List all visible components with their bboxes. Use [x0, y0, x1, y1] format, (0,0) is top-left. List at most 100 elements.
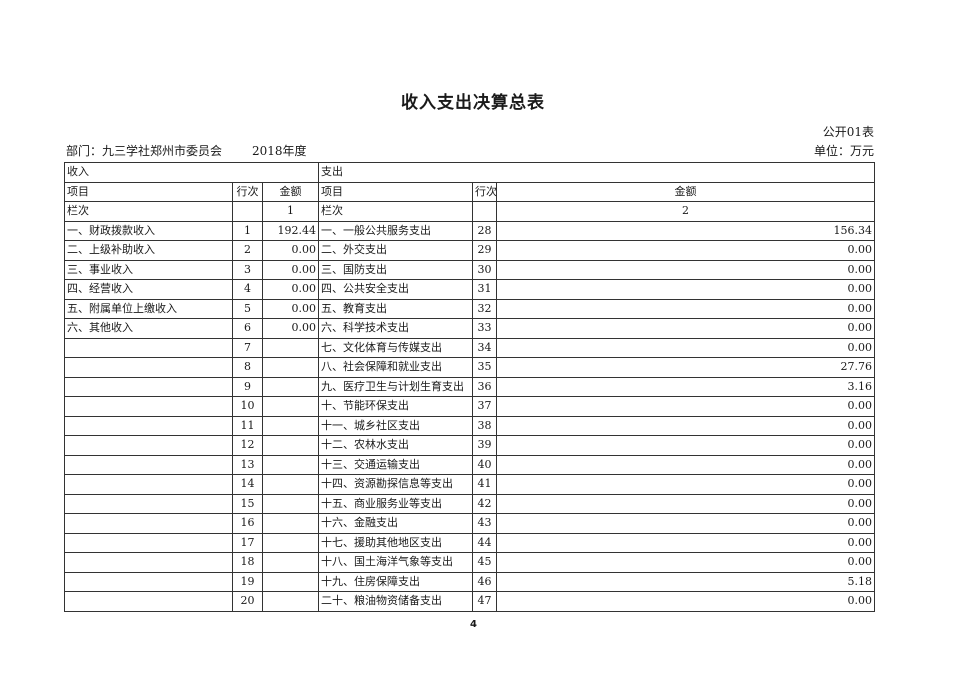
expense-item: 二十、粮油物资储备支出: [318, 591, 473, 612]
expense-item: 十、节能环保支出: [318, 396, 473, 417]
table-row: 18 十八、国土海洋气象等支出 45 0.00: [64, 552, 875, 573]
expense-row-no: 34: [472, 337, 497, 358]
income-amount: [262, 474, 319, 495]
expense-row-no: 33: [472, 318, 497, 339]
table-row: 17 十七、援助其他地区支出 44 0.00: [64, 532, 875, 553]
expense-item: 七、文化体育与传媒支出: [318, 337, 473, 358]
income-row-no: 6: [232, 318, 263, 339]
expense-amount-header: 金额: [496, 181, 875, 202]
expense-item: 十九、住房保障支出: [318, 571, 473, 592]
page-title: 收入支出决算总表: [401, 93, 545, 113]
income-item: [64, 493, 233, 514]
income-amount: 0.00: [262, 318, 319, 339]
table-row: 二、上级补助收入 2 0.00 二、外交支出 29 0.00: [64, 240, 875, 261]
empty-cell: [472, 201, 497, 222]
income-row-no: 12: [232, 435, 263, 456]
table-row: 13 十三、交通运输支出 40 0.00: [64, 454, 875, 475]
expense-row-no: 36: [472, 376, 497, 397]
expense-item: 十七、援助其他地区支出: [318, 532, 473, 553]
income-row-no: 5: [232, 298, 263, 319]
expense-item: 四、公共安全支出: [318, 279, 473, 300]
expense-amount: 0.00: [496, 240, 875, 261]
income-item: 六、其他收入: [64, 318, 233, 339]
income-item: 四、经营收入: [64, 279, 233, 300]
expense-row-no: 35: [472, 357, 497, 378]
income-amount: [262, 513, 319, 534]
income-amount: [262, 454, 319, 475]
income-column-label: 栏次: [64, 201, 233, 222]
income-item: [64, 532, 233, 553]
income-item: [64, 337, 233, 358]
income-amount: 0.00: [262, 298, 319, 319]
expense-amount: 0.00: [496, 493, 875, 514]
fiscal-year: 2018年度: [252, 144, 307, 158]
income-row-no: 4: [232, 279, 263, 300]
income-row-no: 3: [232, 259, 263, 280]
expense-row-no: 44: [472, 532, 497, 553]
expense-amount: 27.76: [496, 357, 875, 378]
expense-amount: 3.16: [496, 376, 875, 397]
unit-label: 单位：万元: [813, 144, 874, 158]
expense-header: 支出: [318, 162, 875, 183]
expense-row-no: 30: [472, 259, 497, 280]
expense-item: 三、国防支出: [318, 259, 473, 280]
table-row: 一、财政拨款收入 1 192.44 一、一般公共服务支出 28 156.34: [64, 220, 875, 241]
expense-row-no: 32: [472, 298, 497, 319]
income-item: [64, 591, 233, 612]
table-row: 12 十二、农林水支出 39 0.00: [64, 435, 875, 456]
expense-item: 十三、交通运输支出: [318, 454, 473, 475]
expense-item: 十八、国土海洋气象等支出: [318, 552, 473, 573]
expense-amount: 0.00: [496, 279, 875, 300]
section-header-row: 收入 支出: [64, 162, 875, 183]
expense-item: 十五、商业服务业等支出: [318, 493, 473, 514]
income-amount: 0.00: [262, 240, 319, 261]
expense-amount: 0.00: [496, 513, 875, 534]
table-row: 15 十五、商业服务业等支出 42 0.00: [64, 493, 875, 514]
expense-amount: 0.00: [496, 415, 875, 436]
expense-item: 九、医疗卫生与计划生育支出: [318, 376, 473, 397]
income-amount: [262, 532, 319, 553]
expense-column-label: 栏次: [318, 201, 473, 222]
expense-row-no: 41: [472, 474, 497, 495]
expense-amount: 0.00: [496, 454, 875, 475]
table-row: 10 十、节能环保支出 37 0.00: [64, 396, 875, 417]
income-row-no: 19: [232, 571, 263, 592]
column-header-row: 项目 行次 金额 项目 行次 金额: [64, 181, 875, 202]
income-item: [64, 474, 233, 495]
income-amount-header: 金额: [262, 181, 319, 202]
income-item: 三、事业收入: [64, 259, 233, 280]
column-2-index: 2: [496, 201, 875, 222]
form-number: 公开01表: [822, 125, 874, 139]
income-row-no: 18: [232, 552, 263, 573]
income-amount: 0.00: [262, 259, 319, 280]
income-expense-table: 收入 支出 项目 行次 金额 项目 行次 金额 栏次 1 栏次 2 一、财政拨款…: [64, 162, 875, 612]
income-amount: [262, 396, 319, 417]
expense-row-no: 29: [472, 240, 497, 261]
table-row: 9 九、医疗卫生与计划生育支出 36 3.16: [64, 376, 875, 397]
income-amount: [262, 376, 319, 397]
income-row-no: 10: [232, 396, 263, 417]
expense-item-header: 项目: [318, 181, 473, 202]
table-row: 7 七、文化体育与传媒支出 34 0.00: [64, 337, 875, 358]
column-1-index: 1: [262, 201, 319, 222]
income-item: [64, 435, 233, 456]
table-row: 19 十九、住房保障支出 46 5.18: [64, 571, 875, 592]
income-item: 二、上级补助收入: [64, 240, 233, 261]
expense-row-no: 37: [472, 396, 497, 417]
expense-item: 十一、城乡社区支出: [318, 415, 473, 436]
expense-row-no: 47: [472, 591, 497, 612]
expense-item: 五、教育支出: [318, 298, 473, 319]
income-row-no: 1: [232, 220, 263, 241]
income-item: [64, 571, 233, 592]
income-amount: 0.00: [262, 279, 319, 300]
expense-item: 二、外交支出: [318, 240, 473, 261]
expense-amount: 0.00: [496, 552, 875, 573]
department: 部门：九三学社郑州市委员会: [66, 144, 223, 158]
income-item: 五、附属单位上缴收入: [64, 298, 233, 319]
income-row-no: 9: [232, 376, 263, 397]
income-amount: [262, 357, 319, 378]
expense-amount: 0.00: [496, 532, 875, 553]
expense-amount: 0.00: [496, 298, 875, 319]
income-row-no: 20: [232, 591, 263, 612]
income-item: [64, 415, 233, 436]
